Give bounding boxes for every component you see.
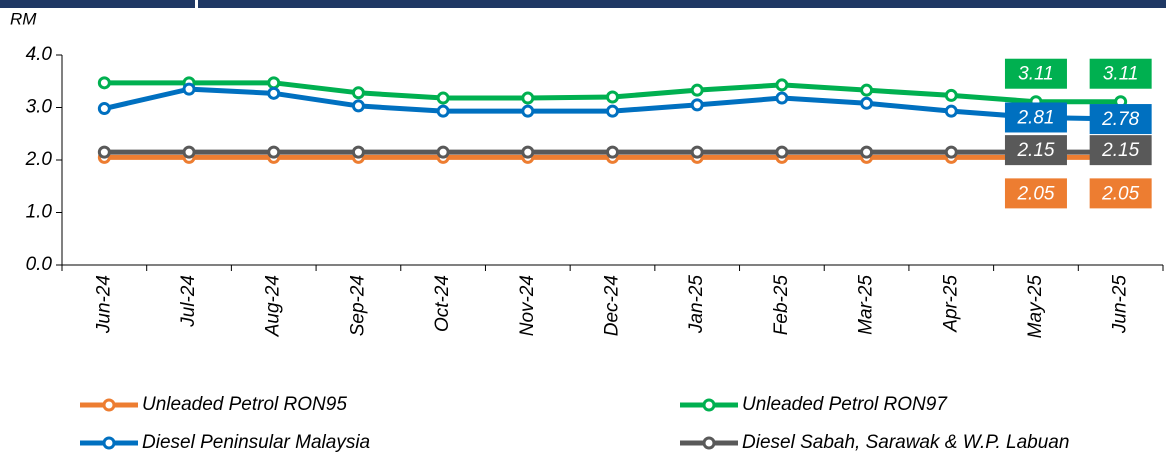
x-tick-label: Mar-25 (856, 275, 877, 335)
data-label-box (1089, 135, 1152, 166)
data-label-box (1004, 178, 1067, 209)
point (860, 145, 874, 159)
data-label: 3.11 (1018, 64, 1054, 85)
point (182, 82, 196, 96)
x-tick-label: Sep-24 (347, 275, 368, 336)
x-tick-label: Apr-25 (940, 275, 961, 333)
header-notch (195, 0, 198, 8)
legend-label: Unleaded Petrol RON95 (142, 394, 347, 415)
x-tick-label: Jun-25 (1110, 275, 1131, 335)
legend-marker (102, 436, 116, 450)
data-label-box (1004, 102, 1067, 133)
point (521, 91, 535, 105)
point (267, 76, 281, 90)
point (775, 145, 789, 159)
data-label-box (1089, 178, 1152, 209)
point (267, 86, 281, 100)
x-tick-label: Oct-24 (432, 275, 453, 332)
point (97, 76, 111, 90)
header-bar (0, 0, 1166, 8)
data-label-box (1089, 104, 1152, 135)
y-tick-label: 0.0 (26, 254, 53, 275)
point (521, 104, 535, 118)
data-label: 2.78 (1101, 109, 1139, 130)
point (267, 145, 281, 159)
point (944, 88, 958, 102)
point (606, 145, 619, 159)
data-label: 2.15 (1101, 140, 1139, 161)
data-label-box (1089, 58, 1152, 89)
legend-marker (102, 398, 116, 412)
point (351, 99, 365, 113)
y-tick-label: 1.0 (26, 202, 53, 223)
legend-label: Diesel Sabah, Sarawak & W.P. Labuan (742, 432, 1069, 453)
data-label: 2.81 (1016, 107, 1054, 128)
x-tick-label: Dec-24 (602, 275, 623, 336)
point (436, 104, 450, 118)
legend-label: Unleaded Petrol RON97 (742, 394, 948, 415)
x-tick-label: Aug-24 (263, 275, 284, 337)
x-tick-label: May-25 (1025, 275, 1046, 339)
data-label: 2.05 (1016, 183, 1054, 204)
point (351, 86, 365, 100)
point (860, 83, 874, 97)
y-tick-label: 2.0 (25, 149, 53, 170)
data-label-box (1004, 135, 1067, 166)
x-tick-label: Jan-25 (686, 275, 707, 335)
point (606, 104, 619, 118)
y-axis-label: RM (10, 9, 37, 28)
x-tick-label: Jul-24 (178, 275, 199, 328)
data-label: 2.15 (1016, 140, 1054, 161)
legend-marker (702, 398, 716, 412)
y-tick-label: 3.0 (26, 97, 53, 118)
point (351, 145, 365, 159)
point (690, 145, 704, 159)
point (775, 91, 789, 105)
point (521, 145, 535, 159)
point (436, 91, 450, 105)
point (944, 104, 958, 118)
data-label: 2.05 (1101, 183, 1139, 204)
x-tick-label: Feb-25 (771, 275, 792, 336)
x-tick-label: Jun-24 (93, 275, 114, 334)
point (690, 98, 704, 112)
point (690, 83, 704, 97)
point (97, 102, 111, 116)
point (860, 96, 874, 110)
point (182, 145, 196, 159)
x-tick-label: Nov-24 (517, 275, 538, 336)
y-tick-label: 4.0 (26, 44, 53, 65)
point (436, 145, 450, 159)
point (775, 78, 789, 92)
point (944, 145, 958, 159)
point (97, 145, 111, 159)
point (606, 90, 619, 104)
data-label: 3.11 (1103, 64, 1139, 85)
data-label-box (1004, 58, 1067, 89)
legend-marker (702, 436, 716, 450)
legend-label: Diesel Peninsular Malaysia (142, 432, 370, 453)
